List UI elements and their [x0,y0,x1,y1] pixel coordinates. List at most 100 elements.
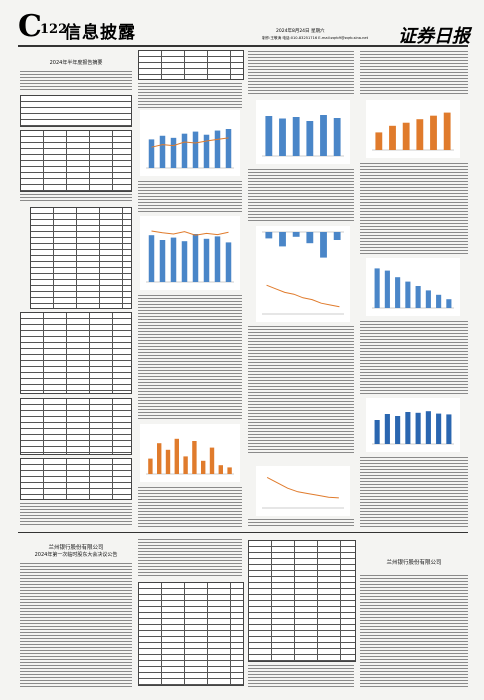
bar [203,134,210,168]
bar [425,411,431,444]
bar [436,413,442,444]
bar [148,235,155,282]
bar [203,238,210,282]
bar [181,241,188,282]
bar [159,135,166,168]
figure [256,272,350,322]
bar [181,133,188,168]
bar [225,242,232,282]
bar [306,232,314,244]
bar [265,232,273,239]
bar [170,237,177,282]
text-block [248,50,354,96]
text-block [248,518,354,528]
bar [375,132,383,150]
text-block [360,162,468,254]
figure [366,398,460,452]
bar [225,129,232,168]
figure [366,100,460,158]
bar [405,281,411,308]
bar [425,290,431,308]
figure [140,216,240,290]
text-block [20,193,132,203]
figure [256,466,350,516]
bar [214,236,221,282]
bar [174,438,179,474]
contact: 制作:王敬涛 电话:010-83251716 E-mail:zqrb9@zqrb… [262,36,369,40]
logo: 证券日报 [398,26,470,47]
company-name: 兰州银行股份有限公司 [386,560,442,566]
bar [446,299,452,308]
line [266,284,340,308]
figure [140,424,240,482]
text-block [20,502,132,527]
text-block [20,70,132,92]
bar [165,449,171,474]
bar [159,240,166,282]
text-block [138,180,242,212]
bar [384,414,390,444]
text-block [138,486,242,528]
bar [192,441,197,474]
table [20,458,132,500]
bar [279,118,286,156]
bar [395,416,401,444]
article-title: 2024年第一次临时股东大会决议公告 [34,552,118,558]
line [151,137,229,148]
text-block [138,294,242,420]
bar [320,232,327,258]
section-rule [18,532,468,533]
table [20,130,132,192]
bar [148,458,153,474]
text-block [138,82,242,108]
line [266,476,339,499]
bar [292,117,300,156]
text-block [20,562,132,688]
bar [430,115,437,150]
bar [446,414,452,444]
bar [436,294,442,308]
bar [333,232,341,240]
bar [170,137,177,168]
section-title: 信息披露 [64,23,136,43]
bar [201,460,206,474]
text-block [360,574,468,688]
figure [256,100,350,164]
table [30,207,132,309]
bar [320,115,327,156]
bar [157,443,162,474]
bar [416,119,424,150]
bar [443,112,451,150]
bar [374,268,380,308]
bar [218,465,223,474]
bar [192,234,199,282]
section-letter: C [18,9,42,44]
text-block [360,320,468,396]
bar [389,125,396,150]
date: 2024年8月24日 星期六 [276,29,325,34]
figure [366,258,460,316]
figure [140,110,240,176]
company-name: 兰州银行股份有限公司 [48,545,104,551]
text-block [248,325,354,455]
table [20,312,132,394]
header-rule [18,45,468,47]
table [248,540,356,662]
bar [402,122,410,150]
text-block [360,50,468,96]
bar [415,286,421,308]
bar [227,467,232,474]
table [138,50,244,80]
table [138,582,244,686]
line [151,230,229,236]
table [20,398,132,455]
bar [265,116,273,156]
page-number: 122 [40,22,68,37]
bar [183,456,188,474]
bar [148,139,155,168]
bar [384,270,390,308]
bar [192,131,199,168]
text-block [248,664,354,688]
bar [209,447,215,474]
